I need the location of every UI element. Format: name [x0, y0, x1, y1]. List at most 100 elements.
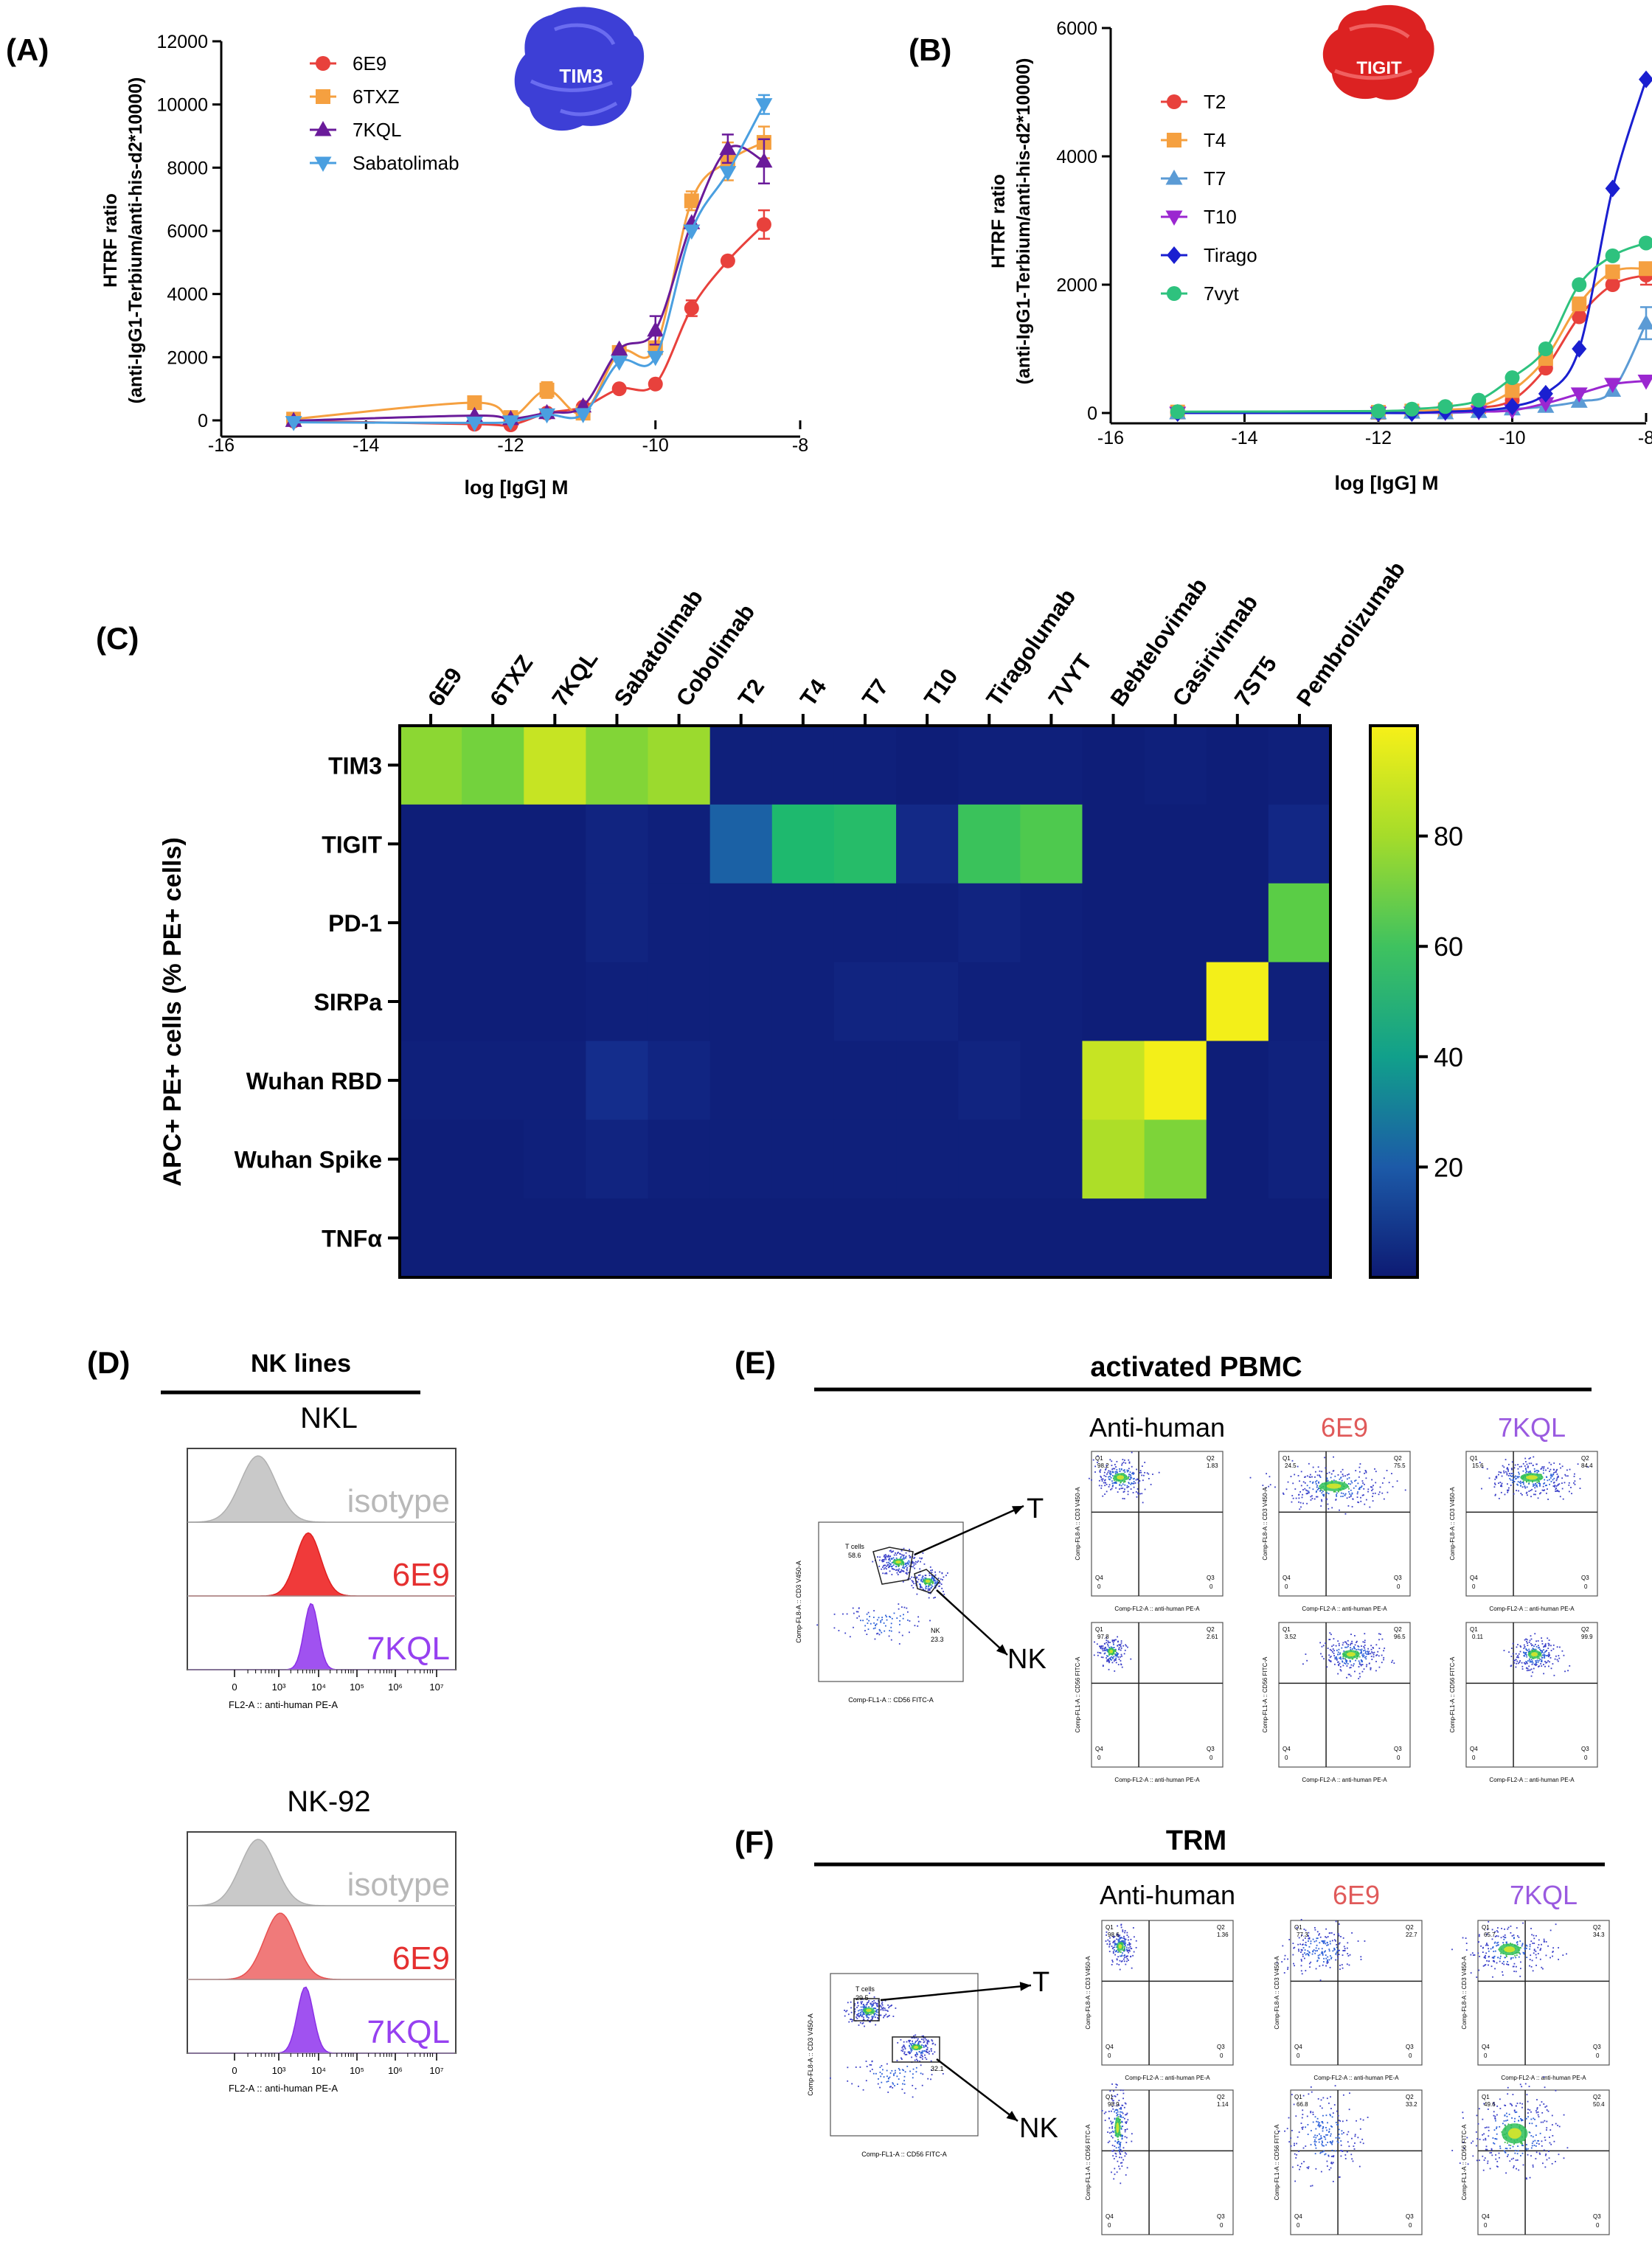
event-dot: [1311, 2184, 1313, 2187]
event-dot: [1529, 1946, 1531, 1948]
event-dot: [1363, 1650, 1364, 1652]
event-dot: [1527, 1467, 1529, 1468]
quadrant-label: 1.36: [1217, 1932, 1229, 1938]
event-dot: [1493, 1951, 1495, 1952]
event-dot: [1556, 1659, 1558, 1661]
event-dot: [1114, 2140, 1117, 2142]
event-dot: [1326, 1941, 1328, 1943]
histogram-tick-label: 10⁷: [429, 2065, 443, 2076]
event-dot: [1538, 1471, 1540, 1473]
event-dot: [1494, 1968, 1496, 1970]
event-dot: [1304, 1944, 1306, 1946]
event-dot: [940, 1578, 942, 1580]
event-dot: [1274, 1486, 1276, 1488]
event-dot: [1354, 2134, 1356, 2136]
event-dot: [870, 2004, 872, 2006]
event-dot: [1129, 1474, 1131, 1476]
heatmap-cell: [833, 1198, 897, 1278]
event-dot: [915, 2058, 917, 2061]
event-dot: [1116, 2084, 1118, 2086]
event-dot: [1324, 1940, 1326, 1942]
event-dot: [1530, 1472, 1532, 1474]
event-dot: [906, 1568, 908, 1570]
x-tick-label: -14: [353, 435, 379, 456]
event-dot: [921, 2052, 923, 2053]
event-dot: [1301, 2117, 1303, 2119]
event-dot: [1553, 1477, 1555, 1479]
quadrant-label: Q2: [1593, 2094, 1601, 2100]
event-dot: [1529, 1943, 1531, 1946]
event-dot: [1300, 1948, 1302, 1951]
event-dot: [881, 2081, 883, 2083]
event-dot: [1114, 1481, 1116, 1483]
event-dot: [1496, 2114, 1498, 2116]
event-dot: [1521, 2145, 1523, 2146]
event-dot: [1142, 1479, 1144, 1482]
event-dot: [1528, 1648, 1530, 1651]
event-dot: [1495, 1476, 1497, 1478]
x-tick-label: -10: [1499, 428, 1525, 448]
event-dot: [903, 2052, 906, 2055]
event-dot: [1119, 2114, 1121, 2116]
event-dot: [1535, 1484, 1538, 1486]
event-dot: [1552, 2134, 1554, 2137]
event-dot: [915, 2041, 917, 2042]
event-dot: [854, 2008, 856, 2010]
event-dot: [1121, 1954, 1123, 1957]
event-dot: [901, 2089, 903, 2090]
event-dot: [1499, 1957, 1501, 1960]
event-dot: [1120, 1937, 1122, 1939]
event-dot: [891, 2069, 893, 2072]
event-dot: [886, 2069, 888, 2072]
event-dot: [908, 1563, 910, 1565]
event-dot: [1304, 1952, 1305, 1954]
event-dot: [1316, 1931, 1319, 1933]
event-dot: [903, 1556, 905, 1558]
event-dot: [1533, 1949, 1535, 1951]
event-dot: [922, 1578, 924, 1580]
event-dot: [1114, 1639, 1116, 1641]
event-dot: [1300, 1960, 1302, 1962]
event-dot: [1538, 1646, 1540, 1648]
event-dot: [1521, 2103, 1524, 2105]
event-dot: [1339, 2176, 1341, 2178]
event-dot: [1325, 1954, 1327, 1956]
event-dot: [1524, 1457, 1527, 1460]
event-dot: [1297, 1465, 1299, 1468]
heatmap-cell: [833, 1120, 897, 1199]
event-dot: [1465, 1937, 1467, 1939]
event-dot: [1521, 2120, 1522, 2122]
quadrant-label: 0: [1409, 2052, 1412, 2059]
event-dot: [1540, 2121, 1542, 2123]
event-dot: [1111, 2106, 1114, 2108]
event-dot: [1124, 1939, 1126, 1941]
event-dot: [1104, 1479, 1106, 1482]
event-dot: [1310, 1496, 1312, 1498]
event-dot: [1524, 1639, 1526, 1641]
event-dot: [1142, 1474, 1145, 1476]
event-dot: [1114, 1946, 1116, 1948]
event-dot: [1321, 1951, 1323, 1953]
event-dot: [1344, 1646, 1346, 1648]
event-dot: [1508, 1473, 1510, 1475]
event-dot: [1348, 2145, 1350, 2148]
event-dot: [1103, 2112, 1106, 2114]
event-dot: [1318, 1482, 1319, 1484]
event-dot: [1111, 2137, 1114, 2139]
event-dot: [1120, 2108, 1122, 2110]
event-dot: [1527, 1471, 1530, 1473]
event-dot: [1106, 1465, 1108, 1466]
event-dot: [1113, 2149, 1115, 2151]
event-dot: [1285, 1488, 1288, 1490]
event-dot: [845, 2010, 847, 2013]
event-dot: [1372, 1485, 1374, 1487]
event-dot: [876, 1633, 878, 1635]
series-curve-7KQL: [294, 145, 765, 422]
event-dot: [1128, 1942, 1131, 1944]
event-dot: [889, 2076, 891, 2078]
event-dot: [1476, 2159, 1478, 2162]
event-dot: [1351, 1932, 1353, 1934]
event-dot: [1365, 1499, 1367, 1501]
event-dot: [1525, 1471, 1527, 1474]
event-dot: [883, 2016, 884, 2019]
